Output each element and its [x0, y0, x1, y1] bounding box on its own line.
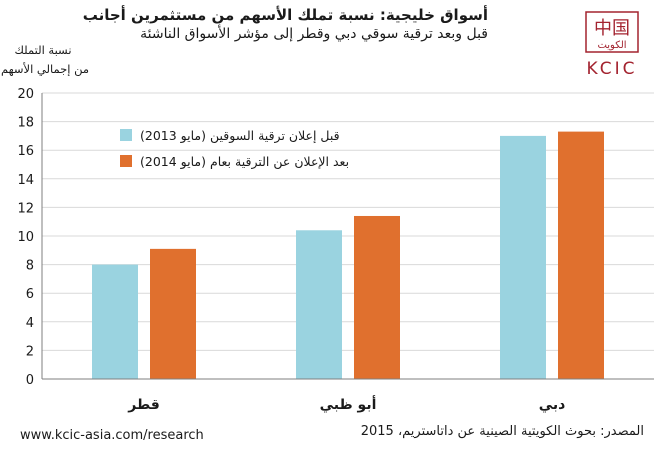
y-tick-labels: 0 2 4 6 8 10 12 14 16 18 20	[17, 87, 34, 388]
x-tick-label: أبو ظبي	[320, 395, 377, 413]
logo-glyph-ar: الكويت	[597, 40, 626, 51]
bars	[92, 131, 604, 379]
bar	[92, 264, 138, 379]
x-tick-labels: قطر أبو ظبي دبي	[127, 395, 565, 413]
bar	[558, 131, 604, 379]
legend-label: بعد الإعلان عن الترقية بعام (مايو 2014)	[140, 153, 350, 169]
chart-title: أسواق خليجية: نسبة تملك الأسهم من مستثمر…	[82, 6, 488, 24]
legend-swatch	[120, 155, 132, 167]
legend-swatch	[120, 129, 132, 141]
bar	[296, 230, 342, 379]
x-tick-label: قطر	[127, 397, 160, 413]
source-note: المصدر: بحوث الكويتية الصينية عن داتاستر…	[360, 424, 644, 439]
y-tick-label: 0	[26, 373, 34, 388]
grid-lines	[42, 92, 654, 351]
kcic-logo-icon: 中国 الكويت KCIC	[585, 11, 639, 79]
y-tick-label: 20	[17, 87, 34, 102]
y-tick-label: 8	[26, 259, 34, 274]
y-tick-label: 2	[26, 344, 34, 359]
legend-item: بعد الإعلان عن الترقية بعام (مايو 2014)	[120, 148, 370, 174]
y-tick-label: 4	[26, 316, 34, 331]
chart-subtitle: قبل وبعد ترقية سوقي دبي وقطر إلى مؤشر ال…	[140, 26, 488, 42]
y-tick-label: 10	[17, 230, 34, 245]
bar	[150, 248, 196, 379]
legend-item: قبل إعلان ترقية السوقين (مايو 2013)	[120, 122, 370, 148]
legend-label: قبل إعلان ترقية السوقين (مايو 2013)	[140, 127, 340, 143]
y-axis-label-line2: من إجمالي الأسهم	[0, 62, 90, 76]
bar	[500, 135, 546, 379]
bar	[354, 215, 400, 379]
legend: قبل إعلان ترقية السوقين (مايو 2013) بعد …	[120, 122, 370, 174]
x-tick-label: دبي	[539, 397, 566, 413]
y-tick-label: 14	[17, 173, 34, 188]
logo-text: KCIC	[587, 59, 638, 79]
y-tick-label: 12	[17, 201, 34, 216]
y-tick-label: 16	[17, 144, 34, 159]
y-tick-label: 6	[26, 287, 34, 302]
website-link[interactable]: www.kcic-asia.com/research	[20, 428, 204, 443]
y-axis-label-line1: نسبة التملك	[14, 43, 72, 57]
logo-glyph-cn: 中国	[594, 18, 630, 39]
y-tick-label: 18	[17, 116, 34, 131]
